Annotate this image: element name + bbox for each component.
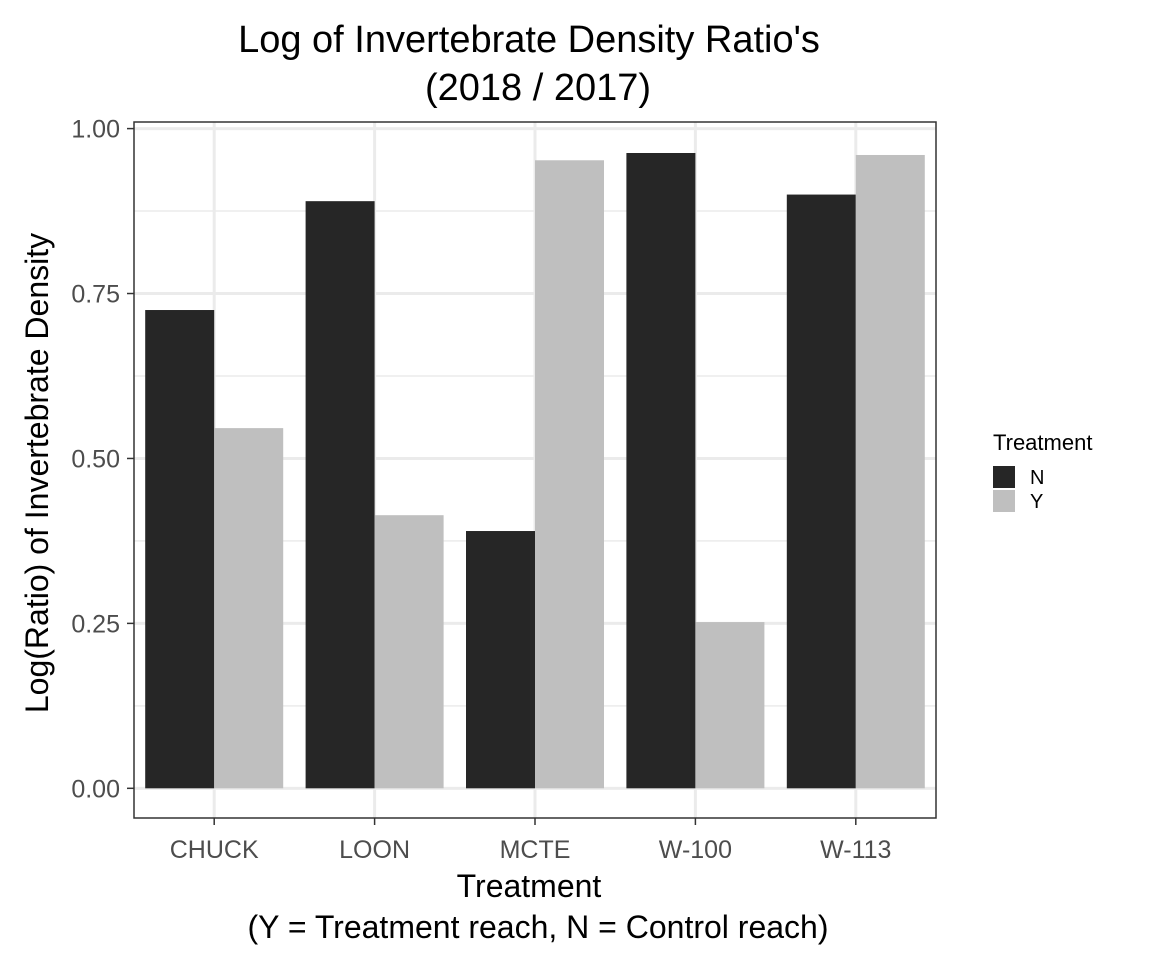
y-axis: 0.00 0.25 0.50 0.75 1.00 xyxy=(71,116,134,803)
chart-title-line2: (2018 / 2017) xyxy=(425,67,651,109)
bar-mcte-y xyxy=(535,160,604,789)
y-tick-label: 0.25 xyxy=(71,610,120,638)
x-tick-label: MCTE xyxy=(500,836,571,864)
x-tick-label: LOON xyxy=(339,836,410,864)
bar-loon-n xyxy=(305,201,375,789)
y-tick-label: 1.00 xyxy=(71,116,120,144)
x-axis-title-line2: (Y = Treatment reach, N = Control reach) xyxy=(248,909,829,945)
y-tick-label: 0.00 xyxy=(71,775,120,803)
y-tick-label: 0.75 xyxy=(71,281,120,309)
legend-label-y: Y xyxy=(1030,491,1043,513)
x-tick-label: CHUCK xyxy=(170,836,259,864)
x-axis-title-line1: Treatment xyxy=(457,868,602,904)
bar-w-113-n xyxy=(786,194,856,789)
y-tick-label: 0.50 xyxy=(71,445,120,473)
legend: Treatment NY xyxy=(993,430,1092,513)
bar-chuck-n xyxy=(145,310,215,789)
bar-w-113-y xyxy=(855,154,925,789)
bar-loon-y xyxy=(374,515,444,789)
x-tick-label: W-113 xyxy=(820,836,891,864)
bar-mcte-n xyxy=(466,531,535,789)
bar-chuck-y xyxy=(214,428,284,789)
legend-label-n: N xyxy=(1030,467,1044,489)
legend-swatch-y xyxy=(993,490,1015,512)
x-tick-label: W-100 xyxy=(659,836,732,864)
plot-panel xyxy=(133,121,937,819)
chart-title-line1: Log of Invertebrate Density Ratio's xyxy=(238,19,820,61)
legend-title: Treatment xyxy=(993,430,1092,455)
x-axis: CHUCK LOON MCTE W-100 W-113 xyxy=(170,818,891,864)
bar-w-100-n xyxy=(626,153,696,789)
bar-w-100-y xyxy=(695,622,765,789)
legend-swatch-n xyxy=(993,466,1015,488)
y-axis-title: Log(Ratio) of Invertebrate Density xyxy=(19,233,55,713)
